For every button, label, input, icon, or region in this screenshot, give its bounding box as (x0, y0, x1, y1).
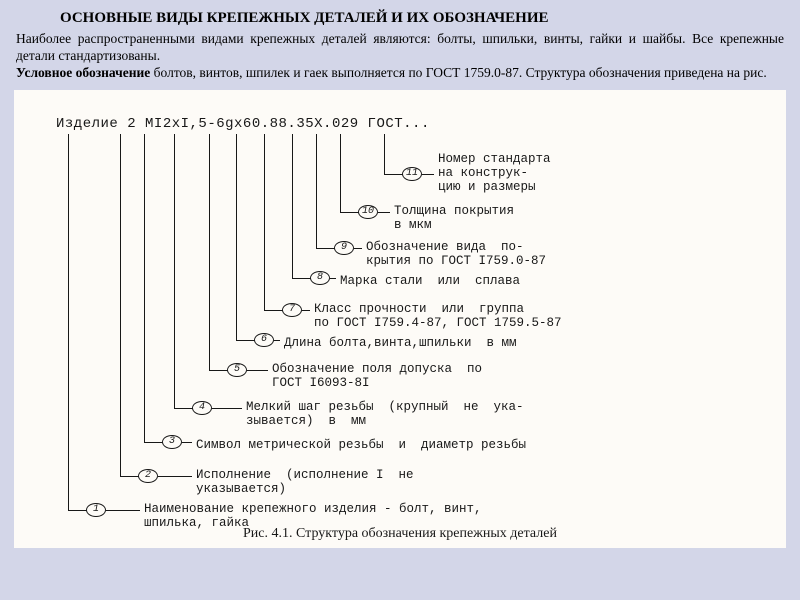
leader-to-label-7 (302, 310, 310, 311)
callout-bubble-2: 2 (138, 469, 158, 483)
leader-to-label-11 (422, 174, 434, 175)
leader-vertical-10 (340, 134, 341, 212)
callout-label-9: Обозначение вида по- крытия по ГОСТ I759… (366, 240, 546, 269)
callout-bubble-4: 4 (192, 401, 212, 415)
callout-label-4: Мелкий шаг резьбы (крупный не ука- зывае… (246, 400, 524, 429)
page-title: ОСНОВНЫЕ ВИДЫ КРЕПЕЖНЫХ ДЕТАЛЕЙ И ИХ ОБО… (60, 10, 784, 27)
leader-vertical-4 (174, 134, 175, 408)
callout-label-3: Символ метрической резьбы и диаметр резь… (196, 438, 526, 452)
leader-vertical-5 (209, 134, 210, 370)
callout-bubble-3: 3 (162, 435, 182, 449)
leader-to-label-8 (330, 278, 336, 279)
leader-vertical-9 (316, 134, 317, 248)
leader-vertical-1 (68, 134, 69, 510)
callout-label-10: Толщина покрытия в мкм (394, 204, 514, 233)
callout-bubble-1: 1 (86, 503, 106, 517)
intro-para-1: Наиболее распространенными видами крепеж… (16, 31, 784, 65)
leader-to-label-10 (378, 212, 390, 213)
leader-to-label-3 (182, 442, 192, 443)
leader-to-label-2 (158, 476, 192, 477)
leader-vertical-2 (120, 134, 121, 476)
leader-vertical-6 (236, 134, 237, 340)
callout-label-8: Марка стали или сплава (340, 274, 520, 288)
callout-label-11: Номер стандарта на конструк- цию и разме… (438, 152, 551, 195)
callout-label-2: Исполнение (исполнение I не указывается) (196, 468, 414, 497)
intro-para-2: Условное обозначение болтов, винтов, шпи… (16, 65, 784, 82)
callout-label-6: Длина болта,винта,шпильки в мм (284, 336, 517, 350)
header-block: ОСНОВНЫЕ ВИДЫ КРЕПЕЖНЫХ ДЕТАЛЕЙ И ИХ ОБО… (0, 0, 800, 86)
leader-vertical-8 (292, 134, 293, 278)
leader-to-label-1 (106, 510, 140, 511)
leader-vertical-3 (144, 134, 145, 442)
leader-vertical-11 (384, 134, 385, 174)
figure-caption: Рис. 4.1. Структура обозначения крепежны… (14, 526, 786, 542)
callout-bubble-10: 10 (358, 205, 378, 219)
leader-to-label-9 (354, 248, 362, 249)
callout-label-7: Класс прочности или группа по ГОСТ I759.… (314, 302, 562, 331)
callout-label-5: Обозначение поля допуска по ГОСТ I6093-8… (272, 362, 482, 391)
leader-to-label-4 (212, 408, 242, 409)
para2-rest: болтов, винтов, шпилек и гаек выполняетс… (150, 65, 766, 80)
callout-bubble-5: 5 (227, 363, 247, 377)
diagram-area: Изделие 2 MI2xI,5-6gx60.88.35X.029 ГОСТ.… (14, 90, 786, 548)
leader-to-label-5 (247, 370, 268, 371)
callout-bubble-7: 7 (282, 303, 302, 317)
callout-bubble-6: 6 (254, 333, 274, 347)
bold-lead: Условное обозначение (16, 65, 150, 80)
leader-to-label-6 (274, 340, 280, 341)
callout-bubble-11: 11 (402, 167, 422, 181)
callout-bubble-8: 8 (310, 271, 330, 285)
designation-string: Изделие 2 MI2xI,5-6gx60.88.35X.029 ГОСТ.… (56, 116, 430, 132)
leader-vertical-7 (264, 134, 265, 310)
callout-bubble-9: 9 (334, 241, 354, 255)
